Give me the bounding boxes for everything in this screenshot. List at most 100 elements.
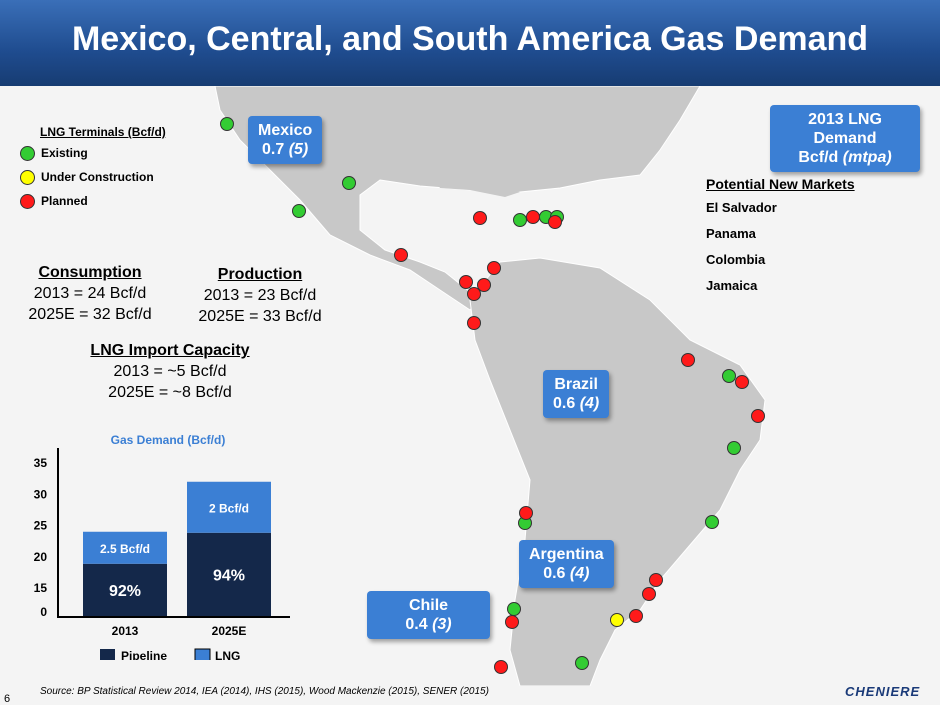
bar-pipeline	[83, 563, 167, 616]
legend-label: Existing	[41, 146, 88, 160]
y-tick-label: 15	[34, 581, 48, 595]
import-capacity-2025: 2025E = ~8 Bcf/d	[108, 384, 232, 401]
bar-lng	[187, 481, 271, 533]
consumption-2025: 2025E = 32 Bcf/d	[28, 306, 152, 323]
production-block: Production 2013 = 23 Bcf/d 2025E = 33 Bcf/…	[180, 264, 340, 327]
source-note: Source: BP Statistical Review 2014, IEA …	[40, 686, 489, 697]
legend-label: Planned	[41, 194, 88, 208]
y-tick-label: 25	[34, 519, 48, 533]
lng-terminal-marker	[467, 316, 481, 330]
callout-value: 0.7	[261, 141, 285, 158]
bar-lng-label: 2.5 Bcf/d	[100, 542, 150, 556]
callout-value: 0.6	[553, 395, 576, 412]
callout-brazil: Brazil 0.6 (4)	[543, 370, 610, 418]
lng-terminal-marker	[722, 369, 736, 383]
lng-terminal-marker	[494, 660, 508, 674]
legend-label: Under Construction	[41, 170, 154, 184]
legend-heading: LNG Terminals (Bcf/d)	[40, 125, 166, 139]
lng-terminal-marker	[526, 210, 540, 224]
chart-title: Gas Demand (Bcf/d)	[111, 433, 226, 447]
market-item: Panama	[706, 226, 756, 241]
lng-terminal-marker	[394, 248, 408, 262]
lng-terminal-marker	[292, 204, 306, 218]
callout-mtpa: (4)	[569, 565, 590, 582]
y-tick-label: 20	[34, 550, 48, 564]
green-dot-icon	[20, 145, 35, 161]
lng-terminal-marker	[487, 261, 501, 275]
import-capacity-heading: LNG Import Capacity	[90, 342, 250, 359]
lng-terminal-marker	[575, 656, 589, 670]
legend-lng-swatch	[194, 648, 211, 660]
lng-terminal-marker	[477, 278, 491, 292]
lng-terminal-marker	[473, 211, 487, 225]
markets-heading: Potential New Markets	[706, 176, 855, 192]
callout-mexico: Mexico 0.7 (5)	[248, 116, 323, 164]
callout-value: 0.4	[405, 616, 428, 633]
bar-pipeline-label: 94%	[213, 567, 245, 584]
terminal-legend: LNG Terminals (Bcf/d) Existing Under Con…	[20, 125, 166, 213]
market-item: El Salvador	[706, 200, 777, 215]
callout-name: Mexico	[258, 122, 313, 139]
title-bar	[0, 0, 940, 86]
bar-lng	[83, 531, 167, 564]
x-tick-label: 2013	[112, 624, 139, 638]
legend-pipeline-label: Pipeline	[121, 649, 167, 660]
lng-terminal-marker	[467, 287, 481, 301]
production-2013: 2013 = 23 Bcf/d	[203, 287, 317, 304]
consumption-2013: 2013 = 24 Bcf/d	[33, 285, 147, 302]
production-2025: 2025E = 33 Bcf/d	[198, 308, 322, 325]
lng-terminal-marker	[548, 215, 562, 229]
legend-lng-label: LNG	[215, 649, 240, 660]
lng-terminal-marker	[513, 213, 527, 227]
lng-terminal-marker	[751, 409, 765, 423]
legend-under-construction: Under Construction	[20, 165, 166, 189]
lng-terminal-marker	[735, 375, 749, 389]
lng-terminal-marker	[629, 609, 643, 623]
callout-mtpa: (4)	[579, 395, 600, 412]
page-number: 6	[4, 693, 11, 705]
lng-terminal-marker	[507, 602, 521, 616]
gas-demand-chart: Gas Demand (Bcf/d) 0 15 20 25 30 35 2.5 Bcf/d 92…	[34, 433, 290, 660]
lng-terminal-marker	[681, 353, 695, 367]
page-title: Mexico, Central, and South America Gas D…	[71, 20, 869, 58]
callout-argentina: Argentina 0.6 (4)	[519, 540, 614, 588]
yellow-dot-icon	[20, 169, 35, 185]
callout-unit-mtpa: (mtpa)	[842, 149, 892, 166]
y-tick-label: 30	[34, 487, 48, 501]
land-cuba	[435, 178, 520, 197]
lng-terminal-marker	[727, 441, 741, 455]
lng-terminal-marker	[705, 515, 719, 529]
callout-unit: Bcf/d	[798, 149, 839, 166]
import-capacity-2013: 2013 = ~5 Bcf/d	[113, 363, 227, 380]
y-tick-label: 0	[40, 605, 47, 619]
market-item: Jamaica	[706, 278, 758, 293]
y-tick-label: 35	[34, 456, 48, 470]
legend-planned: Planned	[20, 189, 166, 213]
lng-terminal-marker	[220, 117, 234, 131]
bar-lng-label: 2 Bcf/d	[209, 501, 249, 515]
lng-terminal-marker	[610, 613, 624, 627]
legend-pipeline-swatch	[100, 649, 115, 660]
callout-heading: 2013 LNG Demand	[808, 111, 882, 147]
x-tick-label: 2025E	[212, 624, 247, 638]
potential-markets: Potential New Markets El Salvador Panama…	[706, 176, 855, 304]
callout-value: 0.6	[543, 565, 566, 582]
lng-terminal-marker	[459, 275, 473, 289]
callout-mtpa: (5)	[288, 141, 309, 158]
lng-terminal-marker	[642, 587, 656, 601]
callout-name: Argentina	[529, 546, 604, 563]
lng-terminal-marker	[342, 176, 356, 190]
consumption-heading: Consumption	[38, 264, 142, 281]
lng-terminal-marker	[505, 615, 519, 629]
import-capacity-block: LNG Import Capacity 2013 = ~5 Bcf/d 2025E …	[70, 340, 270, 403]
callout-name: Brazil	[554, 376, 598, 393]
callout-2013-lng-demand: 2013 LNG Demand Bcf/d (mtpa)	[770, 105, 920, 172]
consumption-block: Consumption 2013 = 24 Bcf/d 2025E = 32 Bcf…	[10, 262, 170, 325]
callout-mtpa: (3)	[432, 616, 452, 633]
red-dot-icon	[20, 193, 35, 209]
lng-terminal-marker	[649, 573, 663, 587]
production-heading: Production	[217, 266, 303, 283]
cheniere-logo: CHENIERE	[845, 684, 921, 699]
legend-existing: Existing	[20, 141, 166, 165]
lng-terminal-marker	[519, 506, 533, 520]
